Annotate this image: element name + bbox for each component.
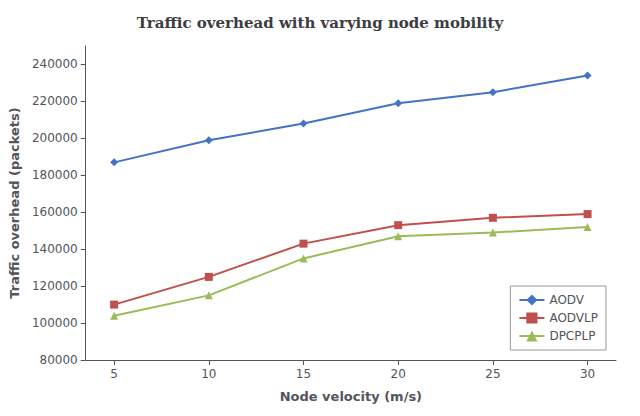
svg-text:Traffic overhead with varying: Traffic overhead with varying node mobil… bbox=[137, 14, 505, 32]
svg-text:Traffic overhead (packets): Traffic overhead (packets) bbox=[7, 107, 22, 298]
svg-text:160000: 160000 bbox=[32, 205, 78, 219]
svg-text:120000: 120000 bbox=[32, 279, 78, 293]
svg-text:240000: 240000 bbox=[32, 57, 78, 71]
svg-text:15: 15 bbox=[296, 367, 311, 381]
svg-text:10: 10 bbox=[201, 367, 216, 381]
svg-text:140000: 140000 bbox=[32, 242, 78, 256]
svg-text:30: 30 bbox=[580, 367, 595, 381]
svg-text:AODV: AODV bbox=[549, 293, 584, 307]
svg-text:100000: 100000 bbox=[32, 316, 78, 330]
svg-text:20: 20 bbox=[391, 367, 406, 381]
svg-text:220000: 220000 bbox=[32, 94, 78, 108]
svg-text:DPCPLP: DPCPLP bbox=[549, 329, 595, 343]
svg-text:5: 5 bbox=[110, 367, 118, 381]
svg-text:80000: 80000 bbox=[40, 353, 78, 367]
svg-text:200000: 200000 bbox=[32, 131, 78, 145]
svg-text:Node velocity (m/s): Node velocity (m/s) bbox=[280, 389, 422, 404]
svg-text:AODVLP: AODVLP bbox=[549, 311, 598, 325]
svg-text:25: 25 bbox=[485, 367, 500, 381]
svg-text:180000: 180000 bbox=[32, 168, 78, 182]
